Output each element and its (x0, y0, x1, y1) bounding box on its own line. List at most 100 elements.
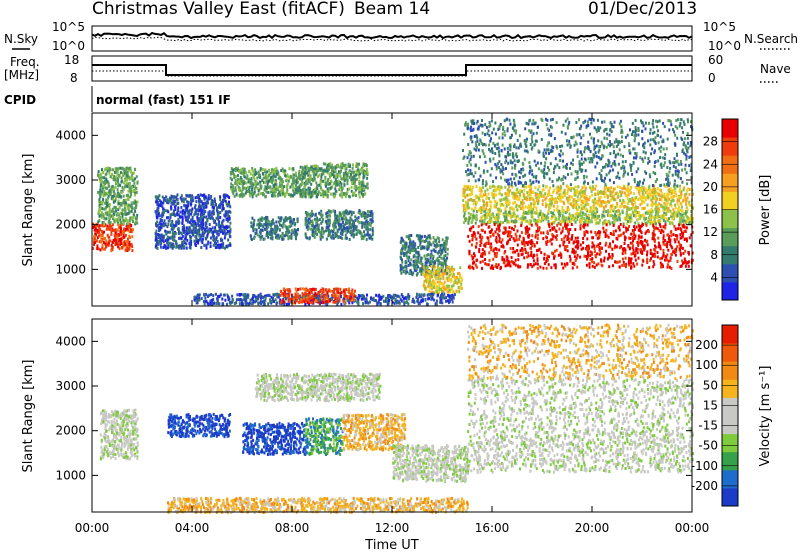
power-cell (313, 235, 316, 239)
power-cell (632, 214, 635, 218)
power-cell (230, 167, 233, 171)
power-cell (270, 233, 273, 237)
power-cell (280, 224, 283, 228)
power-cell (658, 209, 661, 213)
power-cell (121, 208, 124, 212)
power-cell (451, 300, 454, 304)
power-cell (284, 234, 287, 238)
power-cell (334, 294, 337, 298)
power-cell (367, 301, 370, 305)
power-cell (468, 218, 471, 222)
power-cell (264, 298, 267, 302)
power-cell (387, 295, 390, 299)
power-cell (327, 289, 330, 293)
power-cell (268, 230, 271, 234)
power-cell (309, 299, 312, 303)
power-cell (364, 192, 367, 196)
power-cell (195, 240, 198, 244)
power-cell (207, 194, 210, 198)
power-cell (223, 230, 226, 233)
power-cell (266, 230, 269, 234)
power-cell (424, 286, 427, 290)
power-cell (303, 185, 306, 189)
power-cell (100, 229, 103, 233)
power-cell (334, 190, 337, 193)
power-cell (100, 213, 103, 217)
power-cell (122, 218, 125, 222)
power-cell (451, 293, 454, 297)
power-cell (434, 282, 437, 286)
power-cell (98, 208, 101, 212)
power-cell (157, 209, 160, 213)
power-cell (131, 249, 134, 253)
power-cell (99, 195, 102, 199)
power-cell (310, 195, 313, 199)
power-cell (310, 182, 313, 186)
power-cell (263, 217, 266, 221)
power-cell (233, 302, 236, 305)
power-cell (181, 215, 184, 219)
power-cell (441, 282, 444, 286)
power-cell (474, 221, 477, 225)
power-cell (652, 220, 655, 224)
power-cell (324, 293, 327, 297)
power-cell (505, 217, 508, 221)
power-cell (407, 263, 410, 267)
power-cell (244, 295, 247, 299)
power-cell (196, 215, 199, 219)
power-cell (255, 184, 257, 188)
power-cell (240, 190, 243, 194)
power-cell (170, 227, 173, 231)
power-cell (277, 176, 280, 180)
power-cell (210, 202, 213, 206)
power-cell (498, 211, 501, 215)
power-cell (230, 186, 232, 190)
power-cell (631, 210, 634, 214)
power-cell (348, 238, 351, 241)
power-cell (244, 181, 247, 185)
power-cell (210, 298, 213, 302)
power-cell (613, 222, 616, 226)
power-cell (194, 242, 197, 246)
power-cell (126, 203, 129, 207)
power-cell (128, 186, 131, 190)
power-cell (178, 246, 180, 250)
power-cell (157, 233, 160, 237)
power-cell (674, 214, 677, 218)
power-cell (362, 180, 364, 184)
power-cell (497, 222, 499, 225)
power-cell (228, 200, 230, 204)
power-cell (245, 301, 248, 305)
power-cell (440, 272, 443, 276)
power-cell (335, 216, 338, 220)
power-cell (292, 181, 295, 184)
power-cell (163, 197, 166, 200)
power-cell (428, 270, 431, 274)
power-cell (319, 235, 322, 239)
power-cell (275, 235, 277, 239)
power-cell (256, 233, 259, 237)
power-cell (457, 272, 459, 276)
power-cell (294, 191, 297, 195)
power-cell (336, 164, 339, 168)
power-cell (203, 193, 206, 197)
power-cell (353, 294, 356, 298)
power-cell (117, 182, 120, 186)
power-cell (278, 300, 281, 304)
power-cell (181, 235, 184, 238)
power-cell (454, 281, 457, 284)
power-cell (306, 214, 309, 218)
power-cell (318, 167, 321, 171)
power-cell (158, 199, 161, 203)
power-cell (344, 166, 347, 170)
power-cell (128, 243, 131, 247)
power-cell (224, 213, 227, 217)
power-cell (308, 171, 311, 175)
power-cell (111, 184, 114, 188)
power-cell (349, 292, 352, 296)
power-cell (253, 187, 256, 191)
power-cell (265, 215, 268, 219)
power-cell (346, 298, 349, 302)
power-cell (271, 227, 274, 231)
power-cell (179, 210, 182, 214)
